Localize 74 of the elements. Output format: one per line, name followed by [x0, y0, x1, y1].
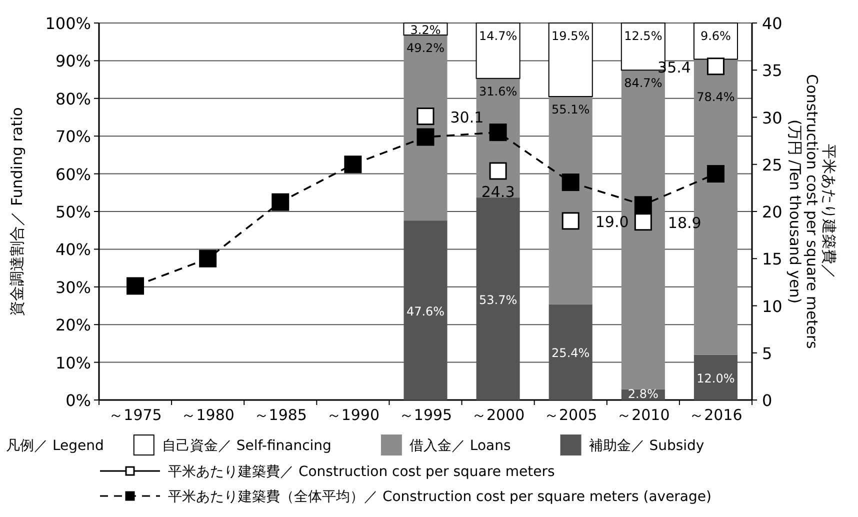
bar — [404, 35, 448, 221]
y-tick-label: 10% — [55, 353, 91, 372]
point — [706, 58, 724, 76]
legend-label: 補助金／ Subsidy — [588, 438, 704, 454]
data-label: 2.8% — [628, 387, 658, 401]
y2-tick-label: 0 — [762, 391, 772, 410]
point — [562, 174, 580, 192]
data-label: 24.3 — [481, 182, 515, 201]
y-tick-label: 0% — [66, 391, 91, 410]
x-tick-label: ～2005 — [544, 406, 598, 424]
y-tick-label: 40% — [55, 240, 91, 260]
y2-tick-label: 10 — [762, 296, 782, 316]
bar — [476, 22, 520, 79]
y-tick-label: 60% — [55, 164, 91, 184]
data-label: 18.9 — [668, 214, 702, 232]
data-label: 12.0% — [696, 371, 735, 386]
point — [489, 162, 507, 180]
point — [489, 124, 507, 142]
y-tick-label: 50% — [55, 202, 91, 222]
y2-tick-label: 30 — [762, 108, 782, 128]
y-tick-label: 30% — [55, 278, 91, 297]
y2-axis-title: 平米あたり建築費／ Construction cost per square meters (万円 /Ten thousand yen) — [786, 74, 838, 350]
data-label: 19.5% — [552, 29, 590, 43]
bar — [548, 22, 593, 98]
legend-label: 借入金／ Loans — [409, 438, 511, 454]
x-tick-label: ～2016 — [689, 406, 742, 424]
data-label: 84.7% — [624, 76, 662, 90]
data-label: 25.4% — [552, 346, 590, 360]
y-tick-label: 90% — [55, 52, 91, 71]
x-tick-label: ～1995 — [398, 406, 452, 424]
y-axis-title: 資金調達割合／ Funding ratio — [8, 107, 26, 316]
y-tick-label: 100% — [45, 14, 91, 33]
point — [416, 128, 434, 146]
y2-tick-label: 35 — [762, 61, 782, 80]
y-tick-label: 20% — [55, 316, 91, 335]
point — [199, 250, 217, 268]
y-tick-label: 70% — [55, 127, 91, 146]
x-tick-label: ～1990 — [326, 406, 380, 424]
data-label: 78.4% — [696, 90, 735, 104]
point — [634, 213, 652, 231]
point — [416, 108, 434, 126]
data-label: 47.6% — [406, 304, 445, 318]
data-label: 3.2% — [410, 23, 441, 38]
data-label: 55.1% — [552, 102, 590, 117]
legend-label: 自己資金／ Self-financing — [162, 438, 332, 454]
bar — [548, 96, 592, 304]
data-label: 30.1 — [450, 108, 484, 126]
y2-tick-label: 5 — [762, 344, 772, 363]
y2-tick-label: 15 — [762, 250, 782, 269]
point — [272, 193, 290, 211]
point — [634, 196, 652, 214]
point — [126, 277, 144, 295]
data-label: 14.7% — [478, 29, 518, 43]
point — [344, 156, 362, 174]
point — [706, 165, 724, 183]
y2-tick-label: 20 — [762, 202, 782, 222]
x-tick-label: ～2000 — [471, 406, 525, 424]
point — [562, 212, 580, 230]
x-tick-label: ～1975 — [108, 406, 162, 424]
legend-label: 平米あたり建築費（全体平均）／ Construction cost per square meters (average) — [168, 489, 712, 505]
x-tick-label: ～2010 — [616, 406, 670, 424]
y2-tick-label: 40 — [762, 14, 782, 33]
data-label: 9.6% — [700, 29, 731, 43]
data-label: 12.5% — [624, 29, 662, 43]
data-label: 31.6% — [478, 84, 518, 98]
legend-title: 凡例／ Legend — [6, 438, 104, 454]
y-tick-label: 80% — [55, 89, 91, 108]
y2-tick-label: 25 — [762, 155, 782, 174]
data-label: 19.0 — [595, 212, 629, 231]
data-label: 53.7% — [478, 292, 518, 307]
data-label: 49.2% — [406, 41, 445, 56]
legend-label: 平米あたり建築費／ Construction cost per square meters — [168, 464, 555, 480]
x-tick-label: ～1985 — [254, 406, 307, 424]
x-tick-label: ～1980 — [181, 406, 234, 424]
